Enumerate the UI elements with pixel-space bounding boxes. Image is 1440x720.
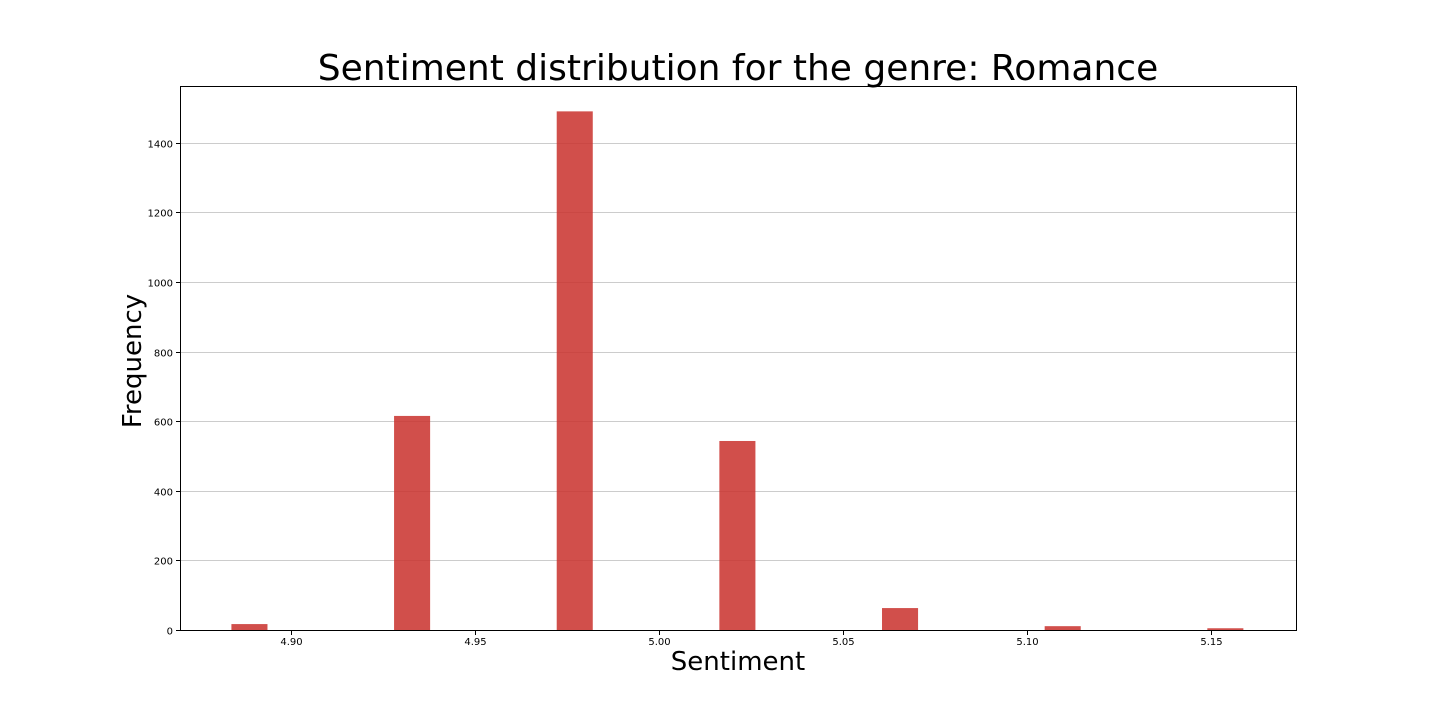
histogram-bar	[719, 440, 756, 630]
y-axis-label: Frequency	[118, 294, 148, 428]
y-axis-ticks: 0 200 400 600 800 1000 1200 1400	[148, 140, 181, 638]
x-tick-label: 5.05	[832, 637, 854, 648]
histogram-bar	[1044, 626, 1081, 630]
plot-frame	[180, 86, 1297, 631]
x-tick-label: 4.90	[280, 637, 302, 648]
bars	[231, 111, 1244, 631]
y-tick-label: 1400	[148, 140, 173, 151]
y-tick-label: 200	[154, 557, 173, 568]
histogram-bar	[556, 111, 593, 631]
x-tick-label: 5.15	[1200, 637, 1222, 648]
x-tick-label: 5.10	[1016, 637, 1038, 648]
y-tick-label: 1000	[148, 279, 173, 290]
x-tick-label: 4.95	[464, 637, 486, 648]
x-tick-label: 5.00	[648, 637, 670, 648]
histogram-bar	[882, 608, 919, 630]
y-tick-label: 600	[154, 418, 173, 429]
histogram-bar	[231, 624, 268, 630]
y-tick-label: 0	[167, 627, 173, 638]
histogram-bar	[1207, 628, 1244, 630]
y-tick-label: 800	[154, 349, 173, 360]
x-axis-label: Sentiment	[671, 647, 805, 677]
y-tick-label: 400	[154, 488, 173, 499]
histogram-bar	[394, 415, 431, 630]
chart-title: Sentiment distribution for the genre: Ro…	[318, 48, 1158, 89]
y-tick-label: 1200	[148, 209, 173, 220]
